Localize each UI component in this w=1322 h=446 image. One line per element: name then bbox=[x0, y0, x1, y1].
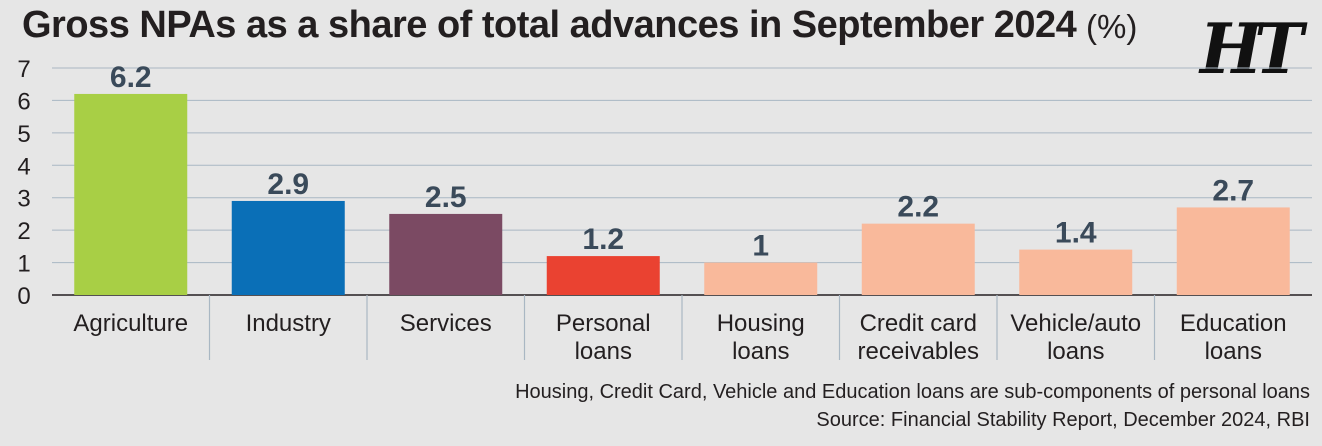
bar bbox=[704, 262, 818, 295]
x-tick-label: Agriculture bbox=[73, 310, 188, 337]
data-label: 2.9 bbox=[267, 168, 309, 201]
x-tick-label: loans bbox=[575, 338, 632, 365]
y-tick-label: 0 bbox=[17, 283, 30, 310]
x-tick-label: receivables bbox=[858, 338, 979, 365]
data-label: 2.5 bbox=[425, 181, 467, 214]
data-label: 1.4 bbox=[1055, 217, 1097, 250]
x-tick-label: Education bbox=[1180, 310, 1287, 337]
y-tick-label: 6 bbox=[17, 88, 30, 115]
y-tick-label: 5 bbox=[17, 121, 30, 148]
bar bbox=[1176, 207, 1290, 295]
ht-logo: HT bbox=[1200, 8, 1304, 90]
source-note: Source: Financial Stability Report, Dece… bbox=[816, 409, 1310, 431]
data-label: 2.2 bbox=[897, 191, 939, 224]
x-tick-label: Credit card bbox=[860, 310, 977, 337]
data-label: 6.2 bbox=[110, 61, 152, 94]
bar bbox=[389, 213, 503, 295]
x-tick-label: loans bbox=[732, 338, 789, 365]
x-tick-label: loans bbox=[1047, 338, 1104, 365]
x-tick-label: Vehicle/auto bbox=[1010, 310, 1141, 337]
chart-title: Gross NPAs as a share of total advances … bbox=[22, 4, 1077, 46]
bar bbox=[74, 93, 188, 295]
bar bbox=[546, 256, 660, 295]
x-tick-label: Housing bbox=[717, 310, 805, 337]
bar bbox=[861, 223, 975, 295]
y-tick-label: 1 bbox=[17, 251, 30, 278]
data-label: 1.2 bbox=[582, 223, 624, 256]
x-tick-label: Industry bbox=[246, 310, 331, 337]
y-tick-label: 3 bbox=[17, 186, 30, 213]
y-tick-label: 2 bbox=[17, 218, 30, 245]
unit-label: (%) bbox=[1086, 8, 1138, 45]
bar bbox=[1019, 249, 1133, 295]
data-label: 2.7 bbox=[1212, 174, 1254, 207]
y-tick-label: 7 bbox=[17, 56, 30, 83]
x-tick-label: Services bbox=[400, 310, 492, 337]
data-label: 1 bbox=[752, 230, 769, 263]
footnote: Housing, Credit Card, Vehicle and Educat… bbox=[515, 381, 1310, 403]
y-tick-label: 4 bbox=[17, 153, 30, 180]
bar bbox=[231, 200, 345, 295]
x-tick-label: loans bbox=[1205, 338, 1262, 365]
x-tick-label: Personal bbox=[556, 310, 651, 337]
